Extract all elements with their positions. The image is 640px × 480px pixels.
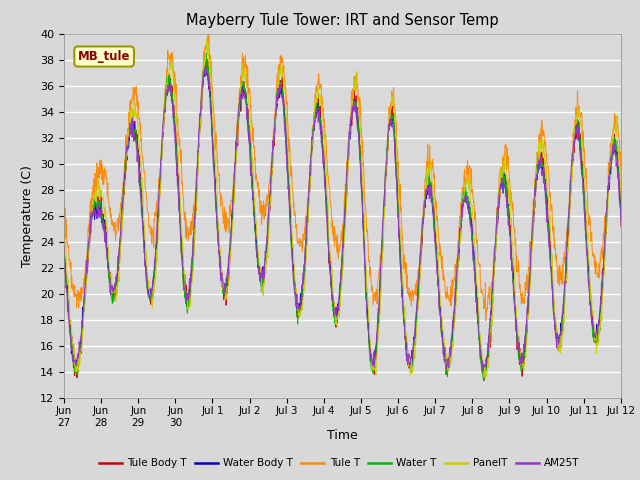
Y-axis label: Temperature (C): Temperature (C): [22, 165, 35, 267]
Text: MB_tule: MB_tule: [78, 50, 131, 63]
X-axis label: Time: Time: [327, 429, 358, 442]
Title: Mayberry Tule Tower: IRT and Sensor Temp: Mayberry Tule Tower: IRT and Sensor Temp: [186, 13, 499, 28]
Legend: Tule Body T, Water Body T, Tule T, Water T, PanelT, AM25T: Tule Body T, Water Body T, Tule T, Water…: [95, 454, 584, 472]
